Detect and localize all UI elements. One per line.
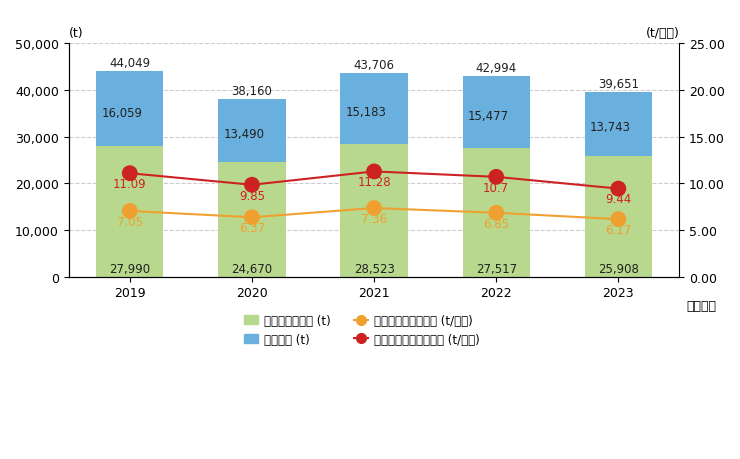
Bar [340,144,408,277]
Bar [96,72,164,147]
Text: 28,523: 28,523 [354,263,394,276]
Text: 15,477: 15,477 [468,110,509,123]
Text: 11.09: 11.09 [113,178,147,190]
Text: （年度）: （年度） [686,299,716,312]
Text: 15,183: 15,183 [346,106,387,119]
Point [491,210,502,217]
Text: 44,049: 44,049 [110,57,150,70]
Text: 24,670: 24,670 [232,263,272,276]
Point [246,182,258,189]
Text: 13,490: 13,490 [223,128,265,140]
Text: 27,517: 27,517 [476,263,517,276]
Point [124,170,135,178]
Point [491,174,502,181]
Text: (t): (t) [69,27,84,39]
Text: 38,160: 38,160 [232,84,272,97]
Bar [462,149,530,277]
Text: 9.85: 9.85 [239,189,265,202]
Bar [585,157,652,277]
Text: 10.7: 10.7 [483,181,509,194]
Text: 43,706: 43,706 [354,59,394,72]
Text: (t/億円): (t/億円) [645,27,679,39]
Bar [462,77,530,149]
Text: 7.05: 7.05 [117,215,143,228]
Legend: 廃棄物総排出量 (t), 有価物量 (t), 廃棄物排出量原単位 (t/億円), 廃棄物等排出量原単位 (t/億円): 廃棄物総排出量 (t), 有価物量 (t), 廃棄物排出量原単位 (t/億円),… [243,314,480,346]
Bar [585,92,652,157]
Bar [218,99,286,162]
Bar [340,73,408,144]
Text: 7.36: 7.36 [361,213,387,225]
Text: 6.37: 6.37 [239,222,265,235]
Text: 16,059: 16,059 [101,106,143,119]
Text: 27,990: 27,990 [110,263,150,276]
Text: 9.44: 9.44 [605,193,631,206]
Point [613,216,625,224]
Bar [218,162,286,277]
Point [124,208,135,215]
Point [246,214,258,221]
Text: 42,994: 42,994 [476,62,517,75]
Text: 6.17: 6.17 [605,224,631,236]
Text: 13,743: 13,743 [590,121,631,134]
Point [613,185,625,193]
Text: 39,651: 39,651 [598,78,639,90]
Bar [96,147,164,277]
Text: 25,908: 25,908 [598,263,639,276]
Text: 6.85: 6.85 [483,217,509,230]
Point [368,168,380,176]
Text: 11.28: 11.28 [357,176,391,189]
Point [368,205,380,212]
